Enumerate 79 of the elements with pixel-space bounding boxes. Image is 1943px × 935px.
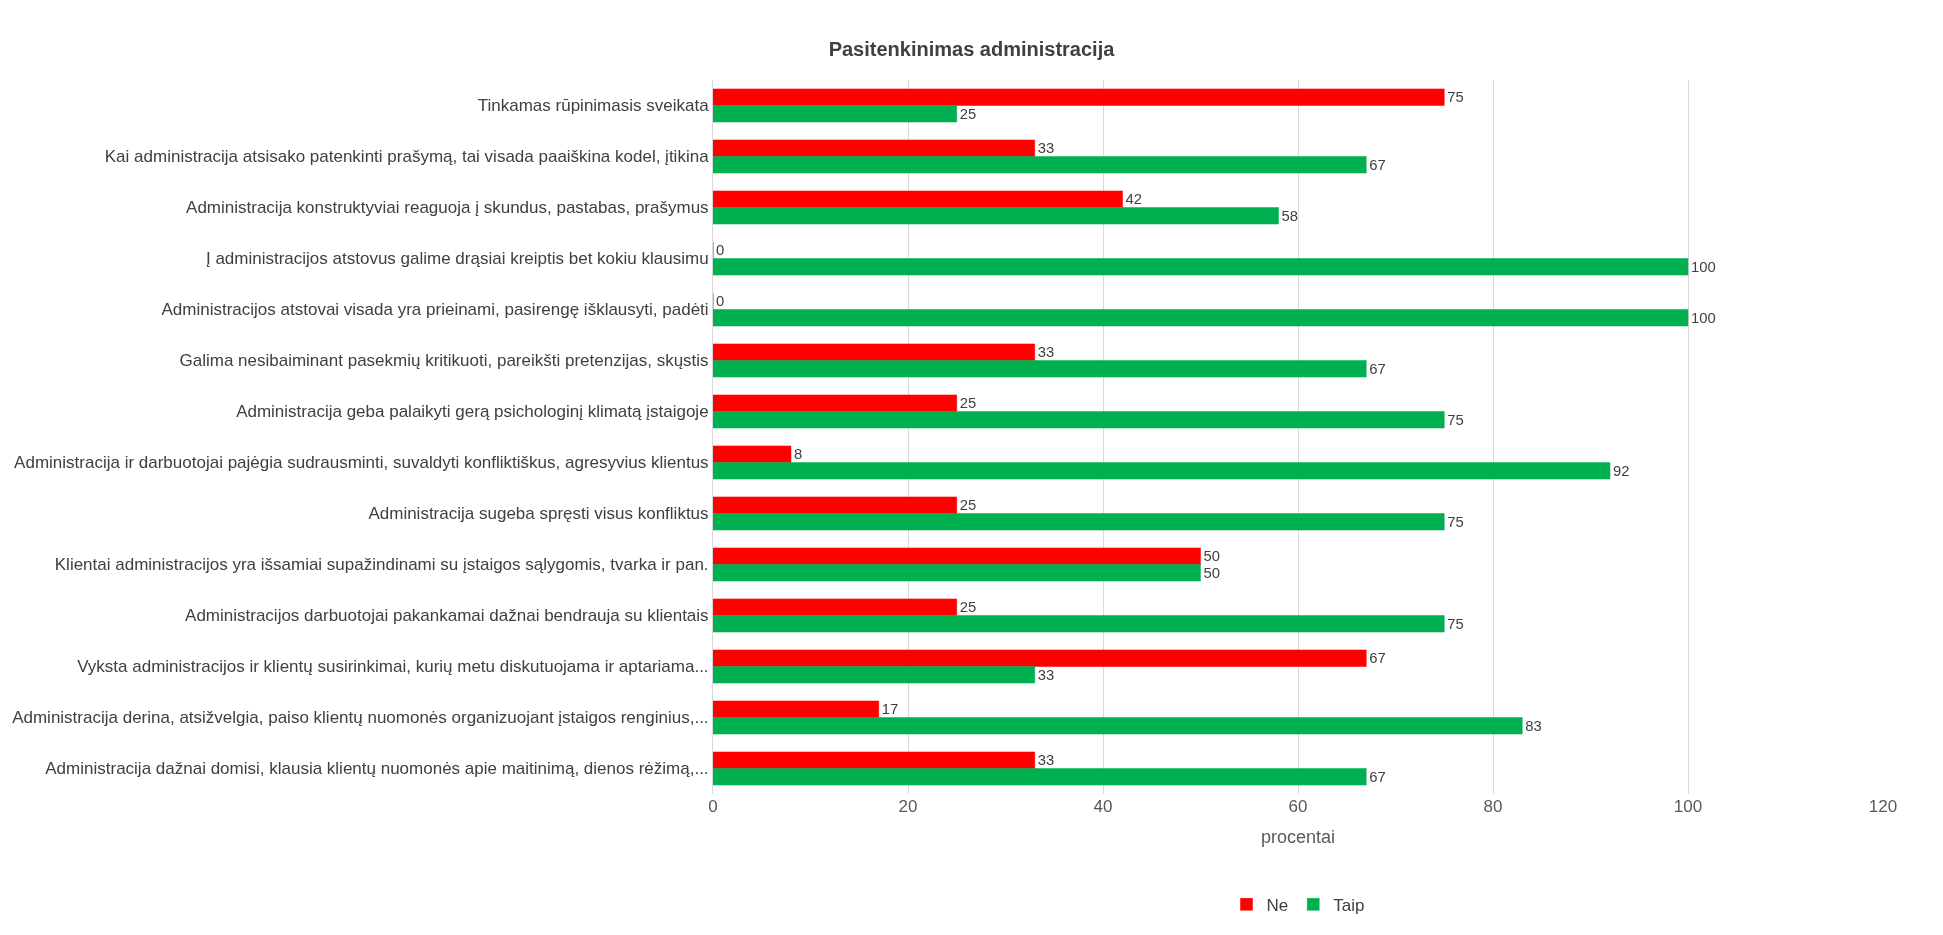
bar (713, 105, 957, 123)
data-label: 67 (1369, 360, 1386, 377)
y-tick-label: Į administracijos atstovus galime drąsiai kreiptis bet kokiu klausimu (205, 249, 709, 269)
y-tick-label: Kai administracija atsisako patenkinti prašymą, tai visada paaiškina kodel, įtikina (104, 147, 710, 167)
bar (713, 411, 1445, 429)
bar (713, 190, 1123, 208)
y-tick-label: Administracija sugeba spręsti visus konfliktus (368, 504, 709, 524)
legend-label: Ne (1266, 896, 1289, 915)
bar (713, 309, 1689, 327)
x-tick-label: 80 (1483, 797, 1503, 816)
y-tick-label: Administracija ir darbuotojai pajėgia sudrausminti, suvaldyti konfliktiškus, agresyvius klientus (14, 453, 709, 473)
data-label: 25 (959, 105, 977, 122)
data-label: 75 (1447, 615, 1464, 632)
data-label: 100 (1691, 309, 1716, 326)
bar (713, 462, 1611, 480)
bar (713, 445, 792, 463)
data-label: 75 (1447, 513, 1464, 530)
y-tick-label: Galima nesibaiminant pasekmių kritikuoti, pareikšti pretenzijas, skųstis (179, 351, 709, 371)
bar (713, 343, 1035, 361)
data-label: 67 (1369, 650, 1386, 667)
x-tick-label: 120 (1868, 797, 1898, 816)
bar (713, 615, 1445, 633)
x-tick-label: 100 (1673, 797, 1703, 816)
data-label: 0 (716, 293, 725, 310)
data-label: 50 (1203, 564, 1221, 581)
bar (713, 394, 957, 412)
y-tick-label: Administracija derina, atsižvelgia, paiso klientų nuomonės organizuojant įstaigos renginius,... (12, 708, 709, 728)
bar (713, 649, 1367, 667)
data-label: 83 (1525, 717, 1542, 734)
y-tick-label: Vyksta administracijos ir klientų susirinkimai, kurių metu diskutuojama ir aptariama... (77, 657, 709, 677)
y-tick-label: Administracija dažnai domisi, klausia klientų nuomonės apie maitinimą, dienos rėžimą,... (45, 759, 709, 779)
bar (713, 139, 1035, 157)
x-tick-label: 0 (708, 797, 718, 816)
data-label: 42 (1125, 191, 1142, 208)
bar (713, 666, 1035, 684)
bar (713, 360, 1367, 378)
x-tick-label: 20 (898, 797, 918, 816)
data-label: 100 (1691, 258, 1716, 275)
data-label: 33 (1037, 666, 1055, 683)
data-label: 25 (959, 395, 977, 412)
bar (713, 496, 957, 514)
data-label: 25 (959, 599, 977, 616)
bar (713, 513, 1445, 531)
data-label: 50 (1203, 548, 1220, 565)
bar (713, 207, 1279, 225)
data-label: 17 (881, 701, 899, 718)
x-tick-label: 60 (1288, 797, 1308, 816)
y-tick-label: Klientai administracijos yra išsamiai supažindinami su įstaigos sąlygomis, tvarka ir pan. (54, 555, 709, 575)
bar (713, 598, 957, 616)
data-label: 33 (1037, 140, 1055, 157)
bar (713, 88, 1445, 106)
y-tick-label: Administracija geba palaikyti gerą psichologinį klimatą įstaigoje (236, 402, 709, 422)
x-axis-title: procentai (1260, 827, 1336, 848)
bar (713, 156, 1367, 174)
bar (713, 768, 1367, 786)
data-label: 33 (1037, 752, 1055, 769)
data-label: 75 (1447, 89, 1464, 106)
x-tick-label: 40 (1093, 797, 1113, 816)
bar (713, 258, 1689, 276)
y-tick-label: Tinkamas rūpinimasis sveikata (477, 96, 710, 116)
bar (713, 717, 1523, 735)
bar (713, 700, 879, 718)
data-label: 75 (1447, 411, 1464, 428)
y-tick-label: Administracija konstruktyviai reaguoja į skundus, pastabas, prašymus (186, 198, 709, 218)
bar (713, 751, 1035, 769)
bar (713, 547, 1201, 565)
data-label: 58 (1281, 207, 1298, 224)
legend-label: Taip (1333, 896, 1365, 915)
data-label: 8 (794, 446, 803, 463)
data-label: 92 (1613, 462, 1630, 479)
data-label: 33 (1037, 344, 1055, 361)
data-label: 67 (1369, 768, 1386, 785)
data-label: 25 (959, 497, 977, 514)
data-label: 0 (716, 242, 725, 259)
data-label: 67 (1369, 156, 1386, 173)
y-tick-label: Administracijos atstovai visada yra prieinami, pasirengę išklausyti, padėti (161, 300, 709, 320)
y-tick-label: Administracijos darbuotojai pakankamai dažnai bendrauja su klientais (185, 606, 709, 626)
bar (713, 564, 1201, 582)
chart-title: Pasitenkinimas administracija (828, 38, 1116, 61)
